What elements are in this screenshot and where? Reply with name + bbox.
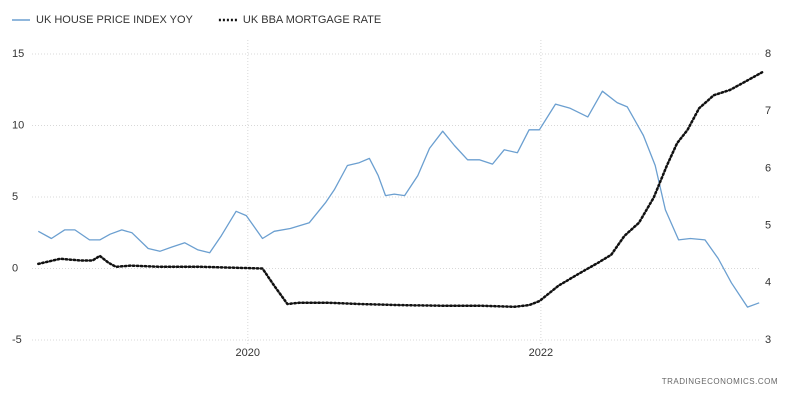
y2-tick-label: 4 — [765, 277, 771, 289]
y2-tick-label: 5 — [765, 220, 771, 232]
y-tick-label: 5 — [12, 191, 18, 203]
legend-label: UK BBA MORTGAGE RATE — [243, 14, 381, 26]
y-tick-label: 10 — [12, 119, 24, 131]
y2-tick-label: 6 — [765, 162, 771, 174]
legend-label: UK HOUSE PRICE INDEX YOY — [36, 14, 194, 26]
series-line — [37, 90, 760, 308]
y2-tick-label: 3 — [765, 334, 771, 346]
source: TRADINGECONOMICS.COM — [662, 377, 778, 386]
series-line — [37, 71, 764, 309]
y2-tick-label: 7 — [765, 105, 771, 117]
y-tick-label: -5 — [12, 334, 22, 346]
y-tick-label: 0 — [12, 262, 18, 274]
x-tick-label: 2022 — [529, 347, 553, 359]
y2-tick-label: 8 — [765, 48, 771, 60]
x-tick-label: 2020 — [236, 347, 260, 359]
y-tick-label: 15 — [12, 48, 24, 60]
